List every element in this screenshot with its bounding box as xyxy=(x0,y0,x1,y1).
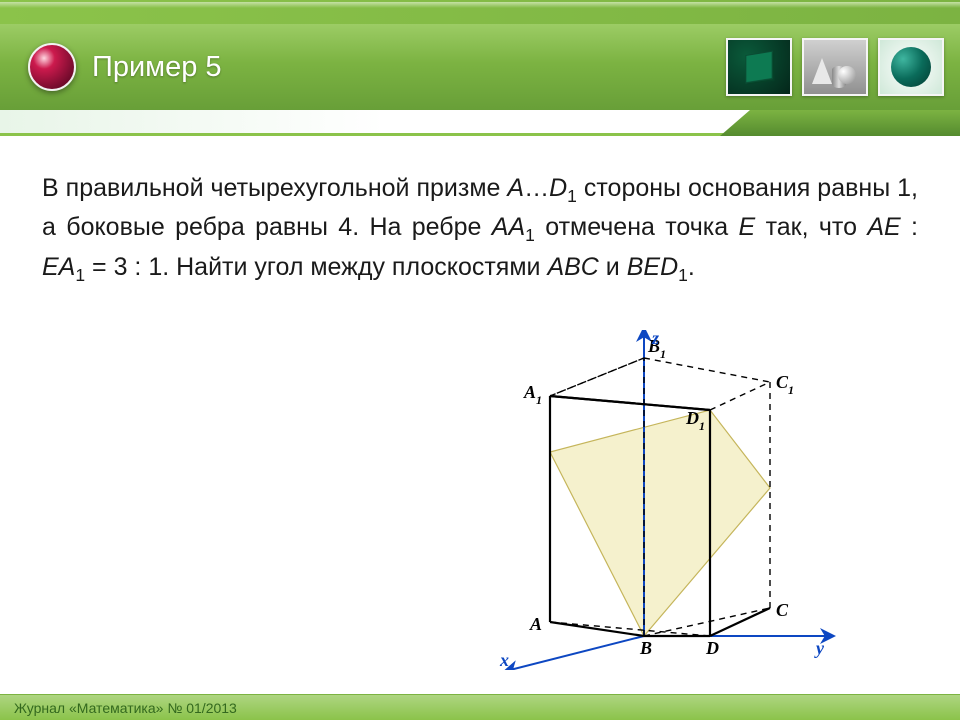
svg-text:A1: A1 xyxy=(523,382,542,407)
slide-title: Пример 5 xyxy=(92,51,222,84)
svg-text:D: D xyxy=(705,638,719,658)
thumb-geometric-shapes xyxy=(802,38,868,96)
problem-statement: В правильной четырехугольной призме A…D1… xyxy=(42,170,918,288)
svg-text:C1: C1 xyxy=(776,372,794,397)
prism-diagram: A B C D A1 B1 C1 D1 x y z xyxy=(490,330,850,670)
footer-bar: Журнал «Математика» № 01/2013 xyxy=(0,694,960,720)
header-bar: Пример 5 xyxy=(0,24,960,110)
svg-text:z: z xyxy=(651,330,659,348)
thumb-sphere xyxy=(878,38,944,96)
svg-text:A: A xyxy=(529,614,542,634)
svg-text:x: x xyxy=(499,650,509,670)
header-sphere-ornament xyxy=(28,43,76,91)
svg-text:C: C xyxy=(776,600,789,620)
top-decoration xyxy=(0,0,960,24)
svg-text:y: y xyxy=(814,638,825,658)
header-thumbnails xyxy=(726,38,944,96)
axis-x xyxy=(510,636,644,670)
content-area: В правильной четырехугольной призме A…D1… xyxy=(0,136,960,288)
sub-header-bar xyxy=(0,110,960,136)
footer-citation: Журнал «Математика» № 01/2013 xyxy=(14,700,237,716)
thumb-cube xyxy=(726,38,792,96)
svg-text:B: B xyxy=(639,638,652,658)
section-plane xyxy=(550,410,770,636)
